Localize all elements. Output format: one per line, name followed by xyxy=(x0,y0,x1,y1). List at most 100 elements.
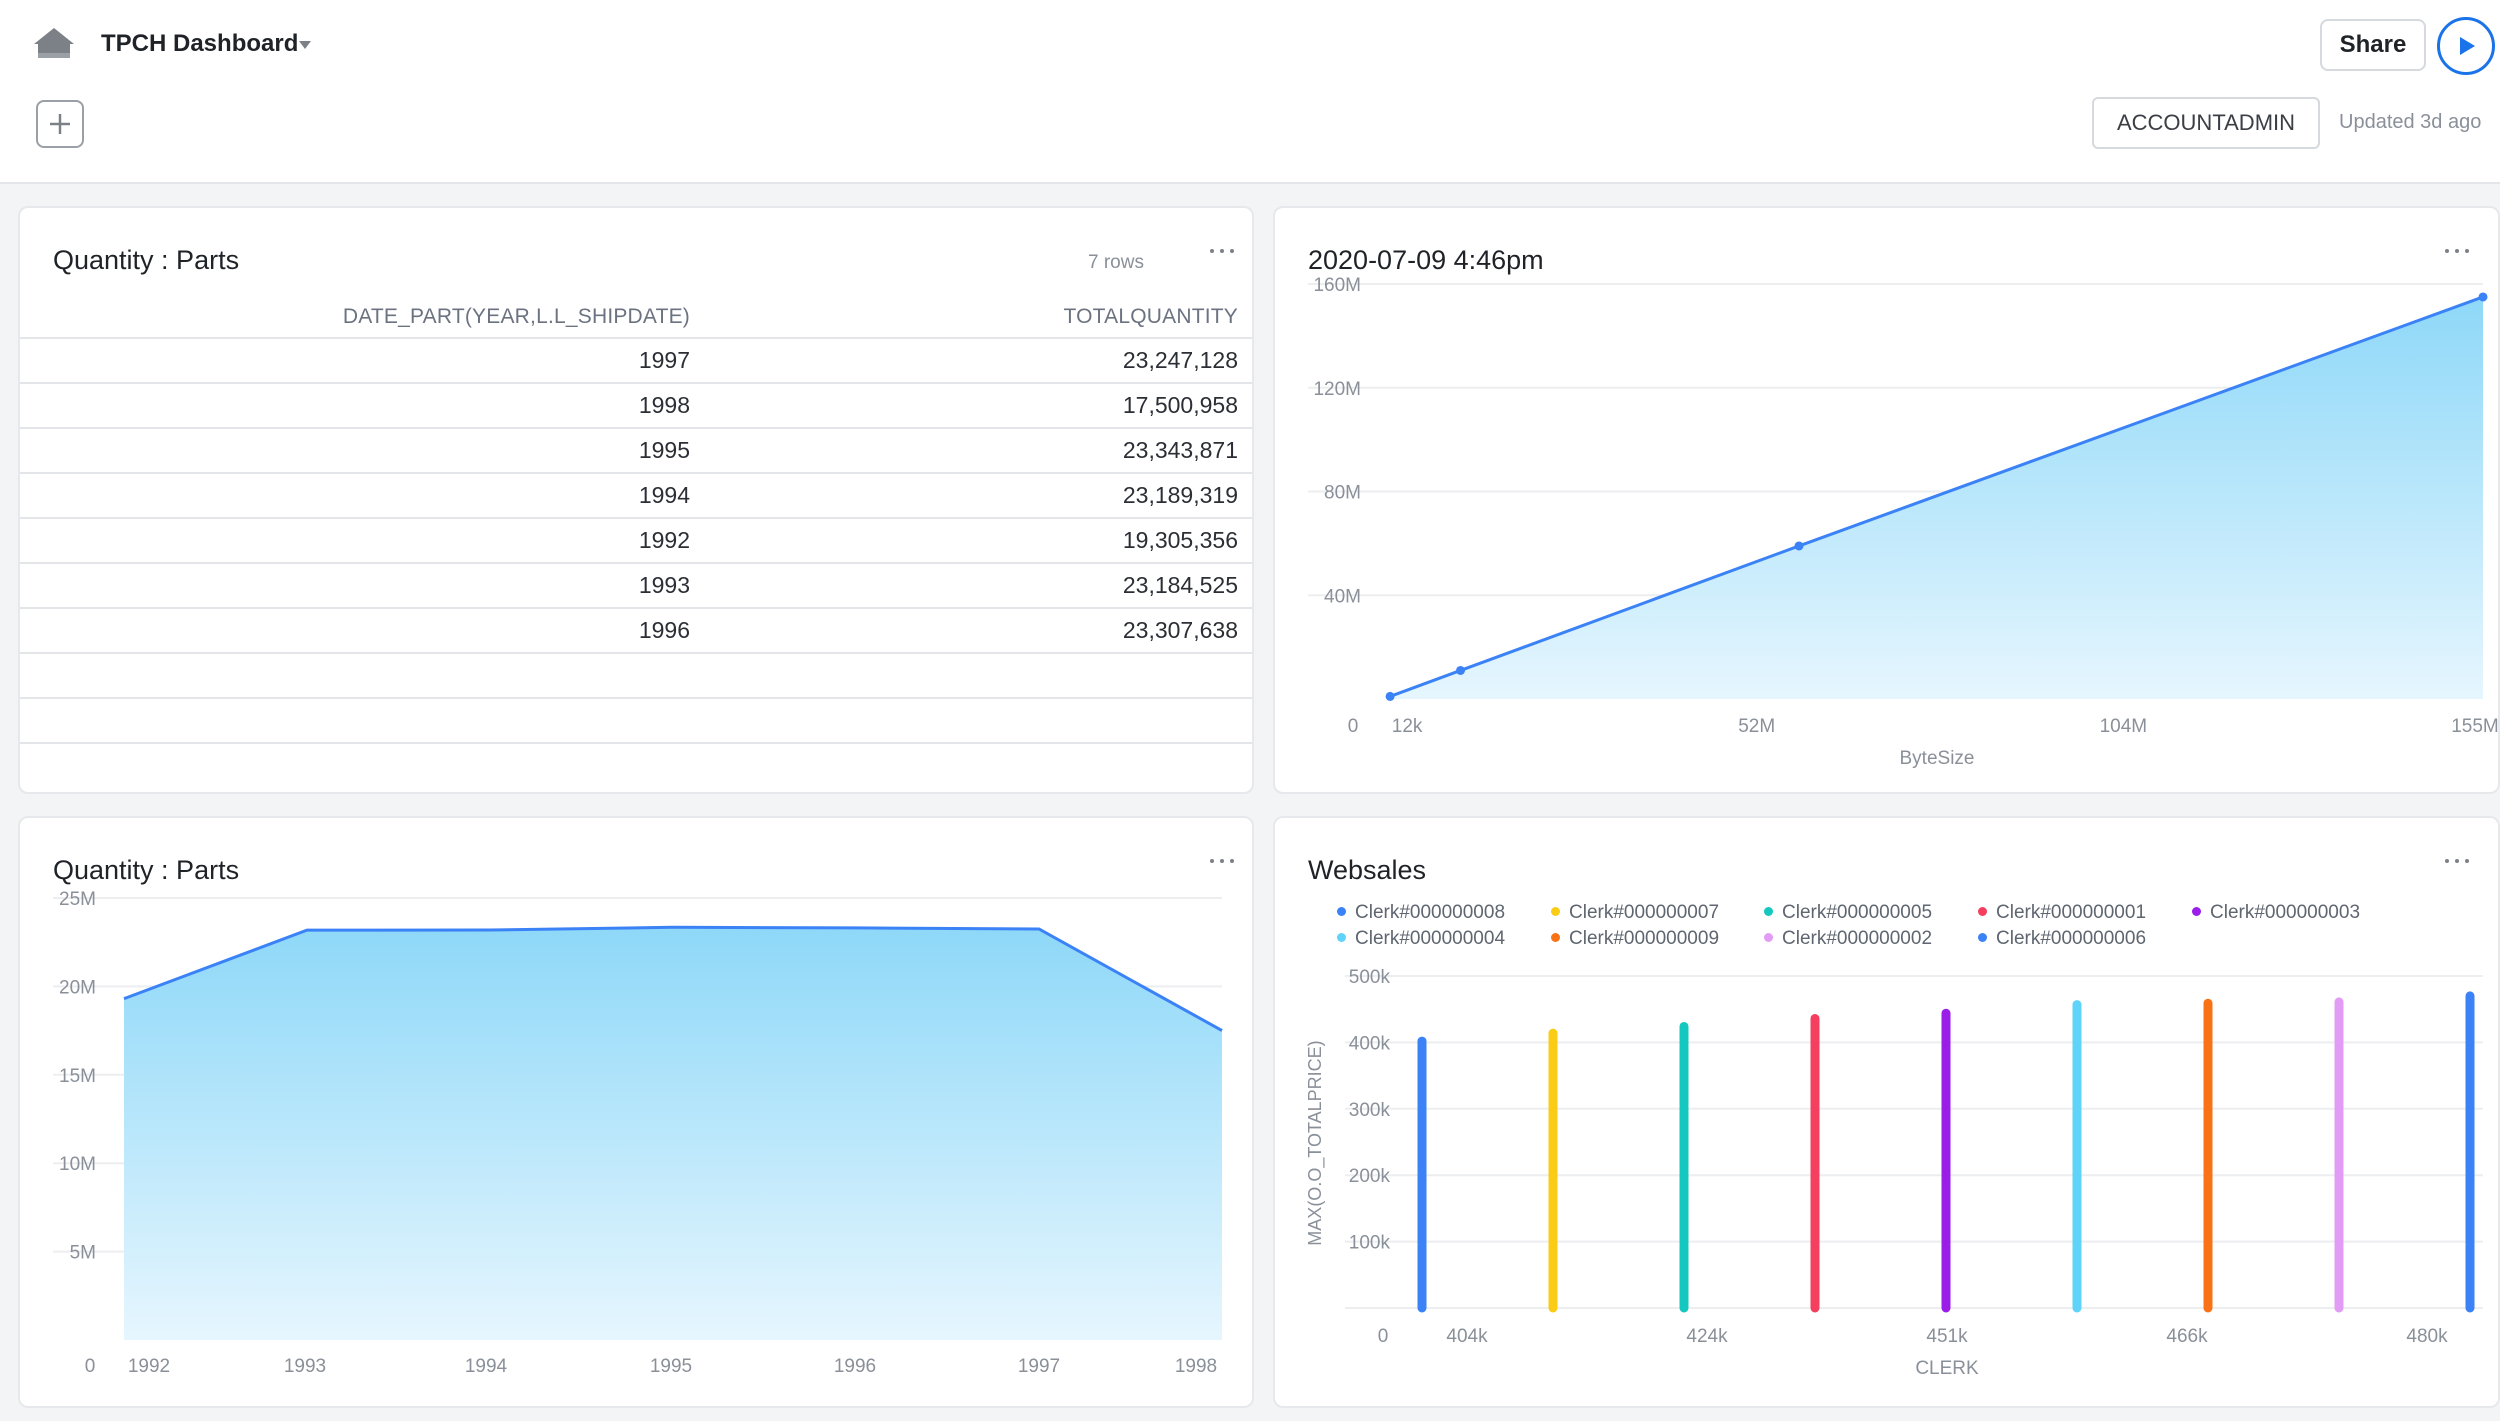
x-tick-label: 424k xyxy=(1686,1326,1728,1347)
table-row: 1998 17,500,958 xyxy=(20,383,1252,429)
x-tick-label: 451k xyxy=(1926,1326,1968,1347)
share-button[interactable]: Share xyxy=(2320,19,2426,71)
series-area xyxy=(124,927,1222,1340)
panel-title: Websales xyxy=(1308,855,1427,885)
x-tick-label: 480k xyxy=(2406,1326,2448,1347)
x-tick-label: 1998 xyxy=(1175,1356,1217,1377)
legend-item[interactable]: Clerk#000000006 xyxy=(1978,928,2146,950)
legend-label: Clerk#000000008 xyxy=(1355,902,1506,923)
legend-item[interactable]: Clerk#000000008 xyxy=(1337,902,1505,924)
data-point xyxy=(1385,691,1395,701)
legend-label: Clerk#000000002 xyxy=(1782,928,1933,949)
column-header[interactable]: TOTALQUANTITY xyxy=(690,296,1252,339)
series-line xyxy=(123,925,1223,1032)
home-icon[interactable] xyxy=(32,26,76,60)
data-point xyxy=(1794,541,1804,551)
y-tick-label: 80M xyxy=(1324,483,1361,504)
table-cell: 1998 xyxy=(20,383,690,429)
legend-swatch xyxy=(1337,933,1346,942)
table-row: 1992 19,305,356 xyxy=(20,518,1252,564)
updated-timestamp: Updated 3d ago xyxy=(2339,111,2482,133)
y-tick-label: 100k xyxy=(1349,1233,1391,1254)
legend-item[interactable]: Clerk#000000001 xyxy=(1978,902,2146,924)
y-axis-label: MAX(O.O_TOTALPRICE) xyxy=(1305,1040,1326,1245)
y-tick-label: 0 xyxy=(85,1356,96,1377)
legend-swatch xyxy=(1764,933,1773,942)
legend-item[interactable]: Clerk#000000003 xyxy=(2192,902,2360,924)
legend-item[interactable]: Clerk#000000004 xyxy=(1337,928,1505,950)
add-tile-button[interactable] xyxy=(36,100,84,148)
table-cell: 19,305,356 xyxy=(690,518,1252,564)
x-tick-label: 1995 xyxy=(650,1356,692,1377)
panel-title: 2020-07-09 4:46pm xyxy=(1308,245,1544,275)
table-cell: 17,500,958 xyxy=(690,383,1252,429)
more-options-icon[interactable] xyxy=(2437,846,2477,876)
websales-chart-panel: Websales Clerk#000000008 Clerk#000000007 C… xyxy=(1273,816,2500,1408)
legend-swatch xyxy=(1978,907,1987,916)
chevron-down-icon[interactable] xyxy=(298,40,312,50)
row-count-label: 7 rows xyxy=(1088,252,1144,273)
bytesize-area-chart: 0 40M 80M 120M 160M 12k 52M 104M 155M ByteSize xyxy=(1308,275,2499,769)
table-cell: 1993 xyxy=(20,563,690,609)
y-tick-label: 120M xyxy=(1313,379,1361,400)
legend-item[interactable]: Clerk#000000007 xyxy=(1551,902,1719,924)
plus-icon xyxy=(50,114,70,134)
empty-row xyxy=(20,653,1252,699)
legend-swatch xyxy=(1551,907,1560,916)
table-cell: 23,247,128 xyxy=(690,338,1252,384)
table-row: 1996 23,307,638 xyxy=(20,608,1252,654)
role-selector-button[interactable]: ACCOUNTADMIN xyxy=(2092,97,2320,149)
legend-item[interactable]: Clerk#000000009 xyxy=(1551,928,1719,950)
x-tick-label: 1992 xyxy=(128,1356,170,1377)
table-header-row: DATE_PART(YEAR,L.L_SHIPDATE) TOTALQUANTI… xyxy=(20,296,1252,339)
empty-row xyxy=(20,698,1252,744)
quantity-area-chart: 0 5M 10M 15M 20M 25M 1992 1993 1994 1995 1996 1997 1… xyxy=(53,889,1223,1377)
y-tick-label: 0 xyxy=(1348,716,1359,737)
table-cell: 23,343,871 xyxy=(690,428,1252,474)
x-tick-label: 466k xyxy=(2166,1326,2208,1347)
x-tick-label: 12k xyxy=(1392,716,1423,737)
x-tick-label: 155M xyxy=(2451,716,2499,737)
y-tick-label: 0 xyxy=(1378,1326,1389,1347)
more-options-icon[interactable] xyxy=(1202,846,1242,876)
legend-swatch xyxy=(1337,907,1346,916)
legend-item[interactable]: Clerk#000000005 xyxy=(1764,902,1932,924)
legend-swatch xyxy=(2192,907,2201,916)
x-tick-label: 104M xyxy=(2100,716,2148,737)
y-tick-label: 200k xyxy=(1349,1166,1391,1187)
dashboard-title[interactable]: TPCH Dashboard xyxy=(101,30,299,57)
legend-label: Clerk#000000003 xyxy=(2210,902,2361,923)
table-cell: 1995 xyxy=(20,428,690,474)
top-bar: TPCH Dashboard Share ACCOUNTADMIN Update… xyxy=(0,0,2500,184)
legend-label: Clerk#000000005 xyxy=(1782,902,1933,923)
column-header[interactable]: DATE_PART(YEAR,L.L_SHIPDATE) xyxy=(20,296,690,339)
x-tick-label: 404k xyxy=(1446,1326,1488,1347)
y-tick-label: 400k xyxy=(1349,1033,1391,1054)
x-tick-label: 1993 xyxy=(284,1356,326,1377)
x-axis-label: CLERK xyxy=(1915,1358,1979,1379)
table-cell: 1994 xyxy=(20,473,690,519)
data-point xyxy=(1456,665,1466,675)
y-tick-label: 160M xyxy=(1313,275,1361,296)
table-cell: 1992 xyxy=(20,518,690,564)
legend-swatch xyxy=(1764,907,1773,916)
legend-label: Clerk#000000001 xyxy=(1996,902,2147,923)
more-options-icon[interactable] xyxy=(1202,236,1242,266)
x-tick-label: 52M xyxy=(1738,716,1775,737)
series-line xyxy=(1389,295,2484,698)
bytesize-chart-panel: 2020-07-09 4:46pm 0 40M 80M 120M 160M 12k 52M 1… xyxy=(1273,206,2500,794)
panel-title: Quantity : Parts xyxy=(53,855,240,885)
legend-item[interactable]: Clerk#000000002 xyxy=(1764,928,1932,950)
y-tick-label: 15M xyxy=(59,1066,96,1087)
websales-bar-chart: 0 100k 200k 300k 400k 500k 404k 424k 451k 466k 480… xyxy=(1305,967,2483,1379)
legend-label: Clerk#000000006 xyxy=(1996,928,2147,949)
table-cell: 23,184,525 xyxy=(690,563,1252,609)
table-row: 1993 23,184,525 xyxy=(20,563,1252,609)
more-options-icon[interactable] xyxy=(2437,236,2477,266)
y-tick-label: 40M xyxy=(1324,586,1361,607)
run-button[interactable] xyxy=(2437,17,2495,75)
legend-label: Clerk#000000007 xyxy=(1569,902,1720,923)
table-cell: 1996 xyxy=(20,608,690,654)
x-tick-label: 1997 xyxy=(1018,1356,1060,1377)
legend-label: Clerk#000000004 xyxy=(1355,928,1506,949)
